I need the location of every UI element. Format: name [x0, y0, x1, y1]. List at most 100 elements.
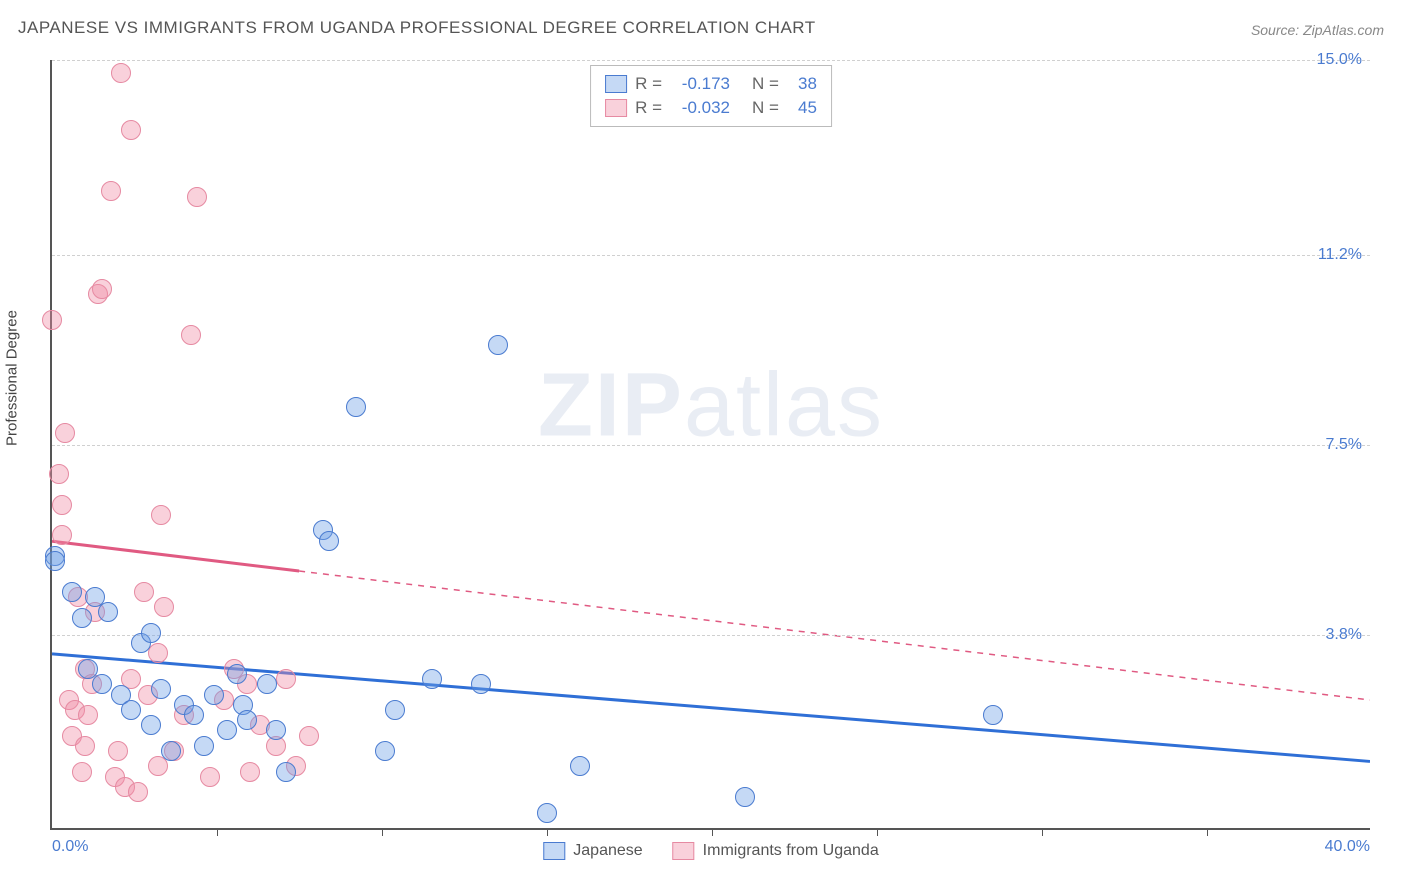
- y-tick-label: 15.0%: [1317, 51, 1362, 69]
- legend-label: Immigrants from Uganda: [703, 842, 879, 860]
- point-series-a: [161, 741, 181, 761]
- x-max-label: 40.0%: [1325, 838, 1370, 856]
- point-series-a: [735, 787, 755, 807]
- point-series-a: [276, 762, 296, 782]
- point-series-a: [488, 335, 508, 355]
- point-series-b: [151, 505, 171, 525]
- y-tick-label: 7.5%: [1326, 436, 1362, 454]
- x-tick: [1207, 828, 1208, 836]
- point-series-b: [276, 669, 296, 689]
- point-series-b: [134, 582, 154, 602]
- point-series-a: [72, 608, 92, 628]
- swatch-icon: [605, 99, 627, 117]
- stats-row: R = -0.032 N = 45: [605, 96, 817, 120]
- point-series-b: [111, 63, 131, 83]
- grid-line: [52, 60, 1370, 61]
- swatch-icon: [605, 75, 627, 93]
- point-series-a: [471, 674, 491, 694]
- point-series-b: [240, 762, 260, 782]
- point-series-a: [346, 397, 366, 417]
- point-series-a: [257, 674, 277, 694]
- point-series-a: [98, 602, 118, 622]
- point-series-a: [983, 705, 1003, 725]
- trend-line-b-solid: [52, 541, 299, 571]
- grid-line: [52, 635, 1370, 636]
- grid-line: [52, 445, 1370, 446]
- point-series-a: [227, 664, 247, 684]
- point-series-b: [49, 464, 69, 484]
- point-series-a: [266, 720, 286, 740]
- y-axis-title: Professional Degree: [4, 310, 21, 446]
- n-label: N =: [752, 98, 779, 118]
- legend-item: Immigrants from Uganda: [673, 842, 879, 860]
- point-series-a: [92, 674, 112, 694]
- point-series-a: [141, 623, 161, 643]
- point-series-a: [204, 685, 224, 705]
- point-series-b: [128, 782, 148, 802]
- swatch-icon: [543, 842, 565, 860]
- watermark-bold: ZIP: [538, 355, 684, 455]
- r-value: -0.032: [670, 98, 730, 118]
- x-tick: [382, 828, 383, 836]
- stats-row: R = -0.173 N = 38: [605, 72, 817, 96]
- point-series-a: [537, 803, 557, 823]
- watermark: ZIPatlas: [538, 354, 884, 457]
- point-series-a: [184, 705, 204, 725]
- point-series-a: [385, 700, 405, 720]
- x-tick: [547, 828, 548, 836]
- stats-legend-box: R = -0.173 N = 38 R = -0.032 N = 45: [590, 65, 832, 127]
- point-series-a: [570, 756, 590, 776]
- point-series-b: [52, 495, 72, 515]
- y-tick-label: 11.2%: [1318, 246, 1362, 264]
- legend-label: Japanese: [573, 842, 642, 860]
- r-label: R =: [635, 98, 662, 118]
- series-legend: Japanese Immigrants from Uganda: [543, 842, 878, 860]
- source-credit: Source: ZipAtlas.com: [1251, 22, 1384, 38]
- point-series-b: [78, 705, 98, 725]
- watermark-rest: atlas: [684, 355, 884, 455]
- grid-line: [52, 255, 1370, 256]
- point-series-b: [299, 726, 319, 746]
- point-series-a: [45, 551, 65, 571]
- r-value: -0.173: [670, 74, 730, 94]
- chart-title: JAPANESE VS IMMIGRANTS FROM UGANDA PROFE…: [18, 18, 816, 38]
- point-series-a: [62, 582, 82, 602]
- point-series-b: [108, 741, 128, 761]
- n-value: 38: [787, 74, 817, 94]
- point-series-b: [42, 310, 62, 330]
- point-series-b: [75, 736, 95, 756]
- x-tick: [712, 828, 713, 836]
- point-series-b: [154, 597, 174, 617]
- point-series-a: [217, 720, 237, 740]
- point-series-b: [148, 643, 168, 663]
- point-series-a: [375, 741, 395, 761]
- point-series-b: [52, 525, 72, 545]
- n-label: N =: [752, 74, 779, 94]
- point-series-b: [187, 187, 207, 207]
- chart-container: JAPANESE VS IMMIGRANTS FROM UGANDA PROFE…: [0, 0, 1406, 892]
- point-series-a: [422, 669, 442, 689]
- point-series-b: [92, 279, 112, 299]
- x-tick: [1042, 828, 1043, 836]
- point-series-b: [55, 423, 75, 443]
- point-series-a: [237, 710, 257, 730]
- point-series-b: [200, 767, 220, 787]
- point-series-a: [121, 700, 141, 720]
- point-series-b: [101, 181, 121, 201]
- point-series-a: [194, 736, 214, 756]
- y-tick-label: 3.8%: [1326, 626, 1362, 644]
- point-series-b: [72, 762, 92, 782]
- legend-item: Japanese: [543, 842, 642, 860]
- swatch-icon: [673, 842, 695, 860]
- point-series-a: [151, 679, 171, 699]
- x-tick: [217, 828, 218, 836]
- point-series-a: [319, 531, 339, 551]
- n-value: 45: [787, 98, 817, 118]
- plot-area: ZIPatlas R =-0.173N =38R =-0.032N =45 Ja…: [50, 60, 1370, 830]
- point-series-b: [121, 120, 141, 140]
- x-tick: [877, 828, 878, 836]
- point-series-a: [141, 715, 161, 735]
- r-label: R =: [635, 74, 662, 94]
- point-series-b: [181, 325, 201, 345]
- x-min-label: 0.0%: [52, 838, 88, 856]
